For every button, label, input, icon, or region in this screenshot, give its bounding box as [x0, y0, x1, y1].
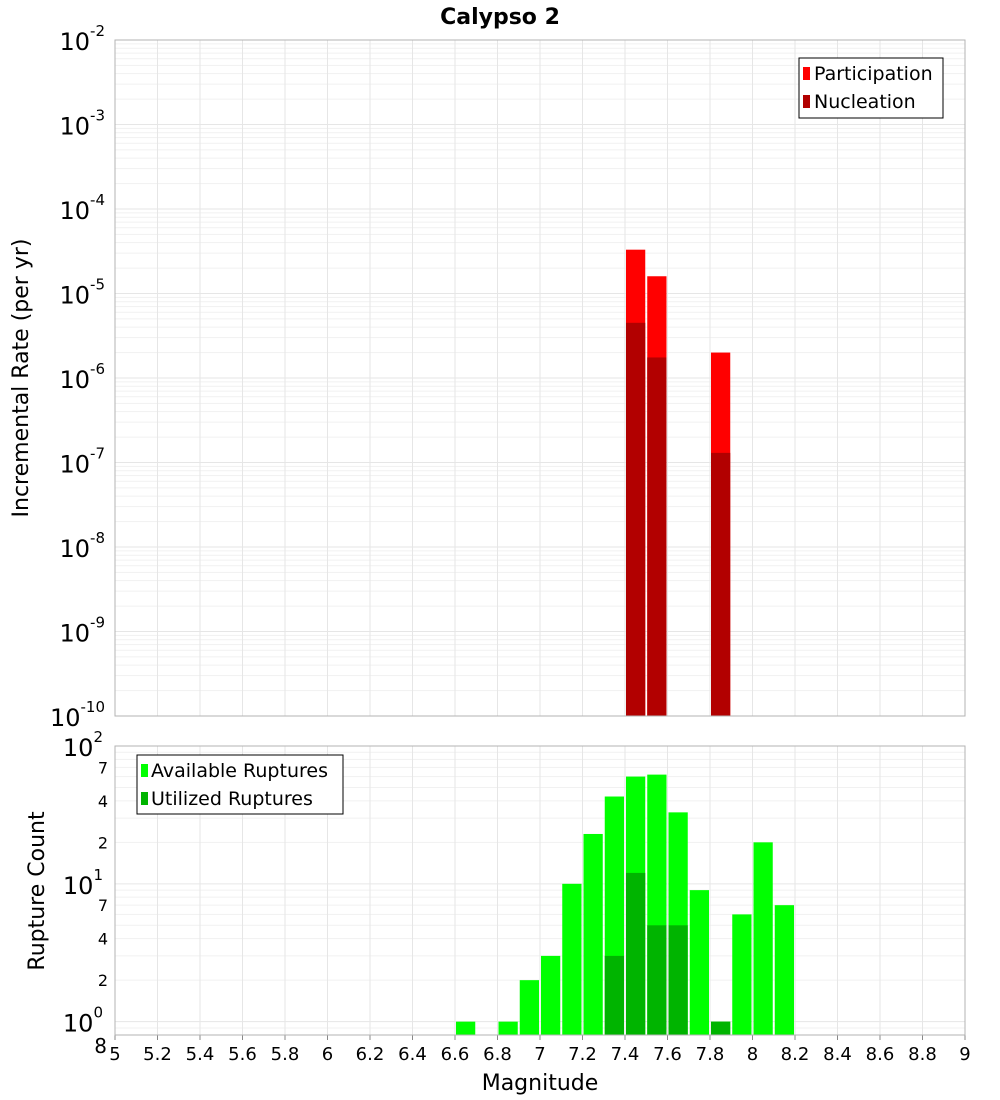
count-y-ticks: 100 101 102 8 2 4 7 2 4 7 [63, 728, 108, 1058]
rate-y-tick-label: 10-6 [59, 360, 105, 394]
x-tick-label: 8 [747, 1044, 758, 1065]
x-tick-label: 6.6 [441, 1044, 470, 1065]
available-ruptures-bar [774, 905, 794, 1035]
x-axis-label: Magnitude [482, 1071, 599, 1096]
available-ruptures-bar [689, 890, 709, 1035]
utilized-ruptures-bar [647, 925, 667, 1035]
available-ruptures-bar [498, 1021, 518, 1035]
count-y-minor-tick-label: 8 [94, 1034, 107, 1058]
nucleation-bar [647, 357, 667, 716]
legend-swatch-nucleation [803, 95, 810, 108]
x-tick-label: 7.4 [611, 1044, 640, 1065]
rate-y-tick-label: 10-8 [59, 529, 105, 563]
count-y-minor-tick-label: 2 [98, 833, 108, 852]
count-y-minor-tick-label: 4 [98, 792, 108, 811]
legend-label-participation: Participation [814, 63, 933, 85]
rate-y-tick-label: 10-10 [50, 698, 105, 732]
legend-swatch-utilized [141, 792, 148, 805]
x-tick-label: 7.2 [568, 1044, 597, 1065]
available-ruptures-bar [519, 980, 539, 1035]
available-ruptures-bar [732, 914, 752, 1035]
x-tick-label: 7.8 [696, 1044, 725, 1065]
legend-label-nucleation: Nucleation [814, 91, 916, 113]
count-plot-frame [114, 745, 966, 1036]
nucleation-bar [626, 322, 646, 716]
count-y-axis-label: Rupture Count [25, 811, 50, 971]
rate-y-tick-label: 10-7 [59, 445, 105, 479]
legend-label-available: Available Ruptures [151, 760, 328, 782]
rate-y-tick-label: 10-3 [59, 107, 105, 141]
x-tick-label: 8.6 [866, 1044, 895, 1065]
count-bars [456, 774, 794, 1035]
rate-y-tick-label: 10-2 [59, 22, 105, 56]
utilized-ruptures-bar [604, 955, 624, 1035]
rate-y-ticks: 10-10 10-9 10-8 10-7 10-6 10-5 10-4 10-3 10-2 [50, 22, 105, 732]
rate-y-tick-label: 10-5 [59, 276, 105, 310]
count-y-minor-tick-label: 4 [98, 930, 108, 949]
legend-swatch-available [141, 764, 148, 777]
x-tick-label: 6.8 [483, 1044, 512, 1065]
rate-legend: Participation Nucleation [798, 57, 944, 119]
legend-swatch-participation [803, 67, 810, 80]
nucleation-bar [711, 452, 731, 716]
x-tick-label: 6.4 [398, 1044, 427, 1065]
x-tick-label: 5.8 [271, 1044, 300, 1065]
x-tick-label: 5.4 [186, 1044, 215, 1065]
rate-plot-frame [114, 39, 966, 717]
rate-y-tick-label: 10-4 [59, 191, 105, 225]
x-tick-label: 5 [109, 1044, 120, 1065]
x-tick-label: 8.2 [781, 1044, 810, 1065]
utilized-ruptures-bar [711, 1021, 731, 1035]
x-ticks: 5 5.2 5.4 5.6 5.8 6 6.2 6.4 6.6 6.8 7 7.2 7.4 7.6 7.8 8… [109, 1035, 971, 1065]
utilized-ruptures-bar [626, 872, 646, 1035]
x-tick-label: 5.6 [228, 1044, 257, 1065]
rate-y-axis-label: Incremental Rate (per yr) [9, 239, 34, 518]
x-tick-label: 6.2 [356, 1044, 385, 1065]
available-ruptures-bar [456, 1021, 476, 1035]
chart-title: Calypso 2 [440, 5, 560, 30]
count-y-minor-tick-label: 2 [98, 971, 108, 990]
count-y-minor-tick-label: 7 [98, 758, 108, 777]
rate-grid [114, 39, 966, 717]
count-y-major-tick-label: 101 [63, 866, 103, 900]
x-tick-label: 8.4 [823, 1044, 852, 1065]
x-tick-label: 6 [322, 1044, 333, 1065]
available-ruptures-bar [583, 833, 603, 1035]
count-legend: Available Ruptures Utilized Ruptures [136, 754, 344, 815]
x-tick-label: 7.6 [653, 1044, 682, 1065]
rate-bars [626, 249, 731, 716]
count-y-major-tick-label: 100 [63, 1004, 103, 1038]
available-ruptures-bar [753, 842, 773, 1035]
count-y-major-tick-label: 102 [63, 728, 103, 762]
count-y-minor-tick-label: 7 [98, 896, 108, 915]
x-tick-label: 9 [959, 1044, 970, 1065]
legend-label-utilized: Utilized Ruptures [151, 788, 313, 810]
available-ruptures-bar [562, 883, 582, 1035]
rate-y-tick-label: 10-9 [59, 614, 105, 648]
utilized-ruptures-bar [668, 925, 688, 1035]
available-ruptures-bar [541, 955, 561, 1035]
x-tick-label: 7 [534, 1044, 545, 1065]
x-tick-label: 5.2 [143, 1044, 172, 1065]
x-tick-label: 8.8 [908, 1044, 937, 1065]
